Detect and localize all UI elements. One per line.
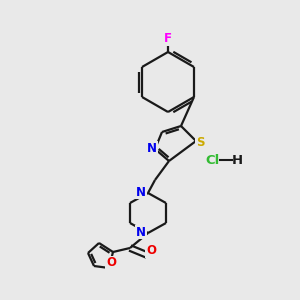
Text: S: S xyxy=(196,136,204,148)
Text: O: O xyxy=(106,256,116,269)
Text: N: N xyxy=(147,142,157,154)
Text: N: N xyxy=(136,226,146,238)
Text: Cl: Cl xyxy=(205,154,219,166)
Text: O: O xyxy=(146,244,156,257)
Text: H: H xyxy=(231,154,243,166)
Text: N: N xyxy=(136,185,146,199)
Text: F: F xyxy=(164,32,172,46)
